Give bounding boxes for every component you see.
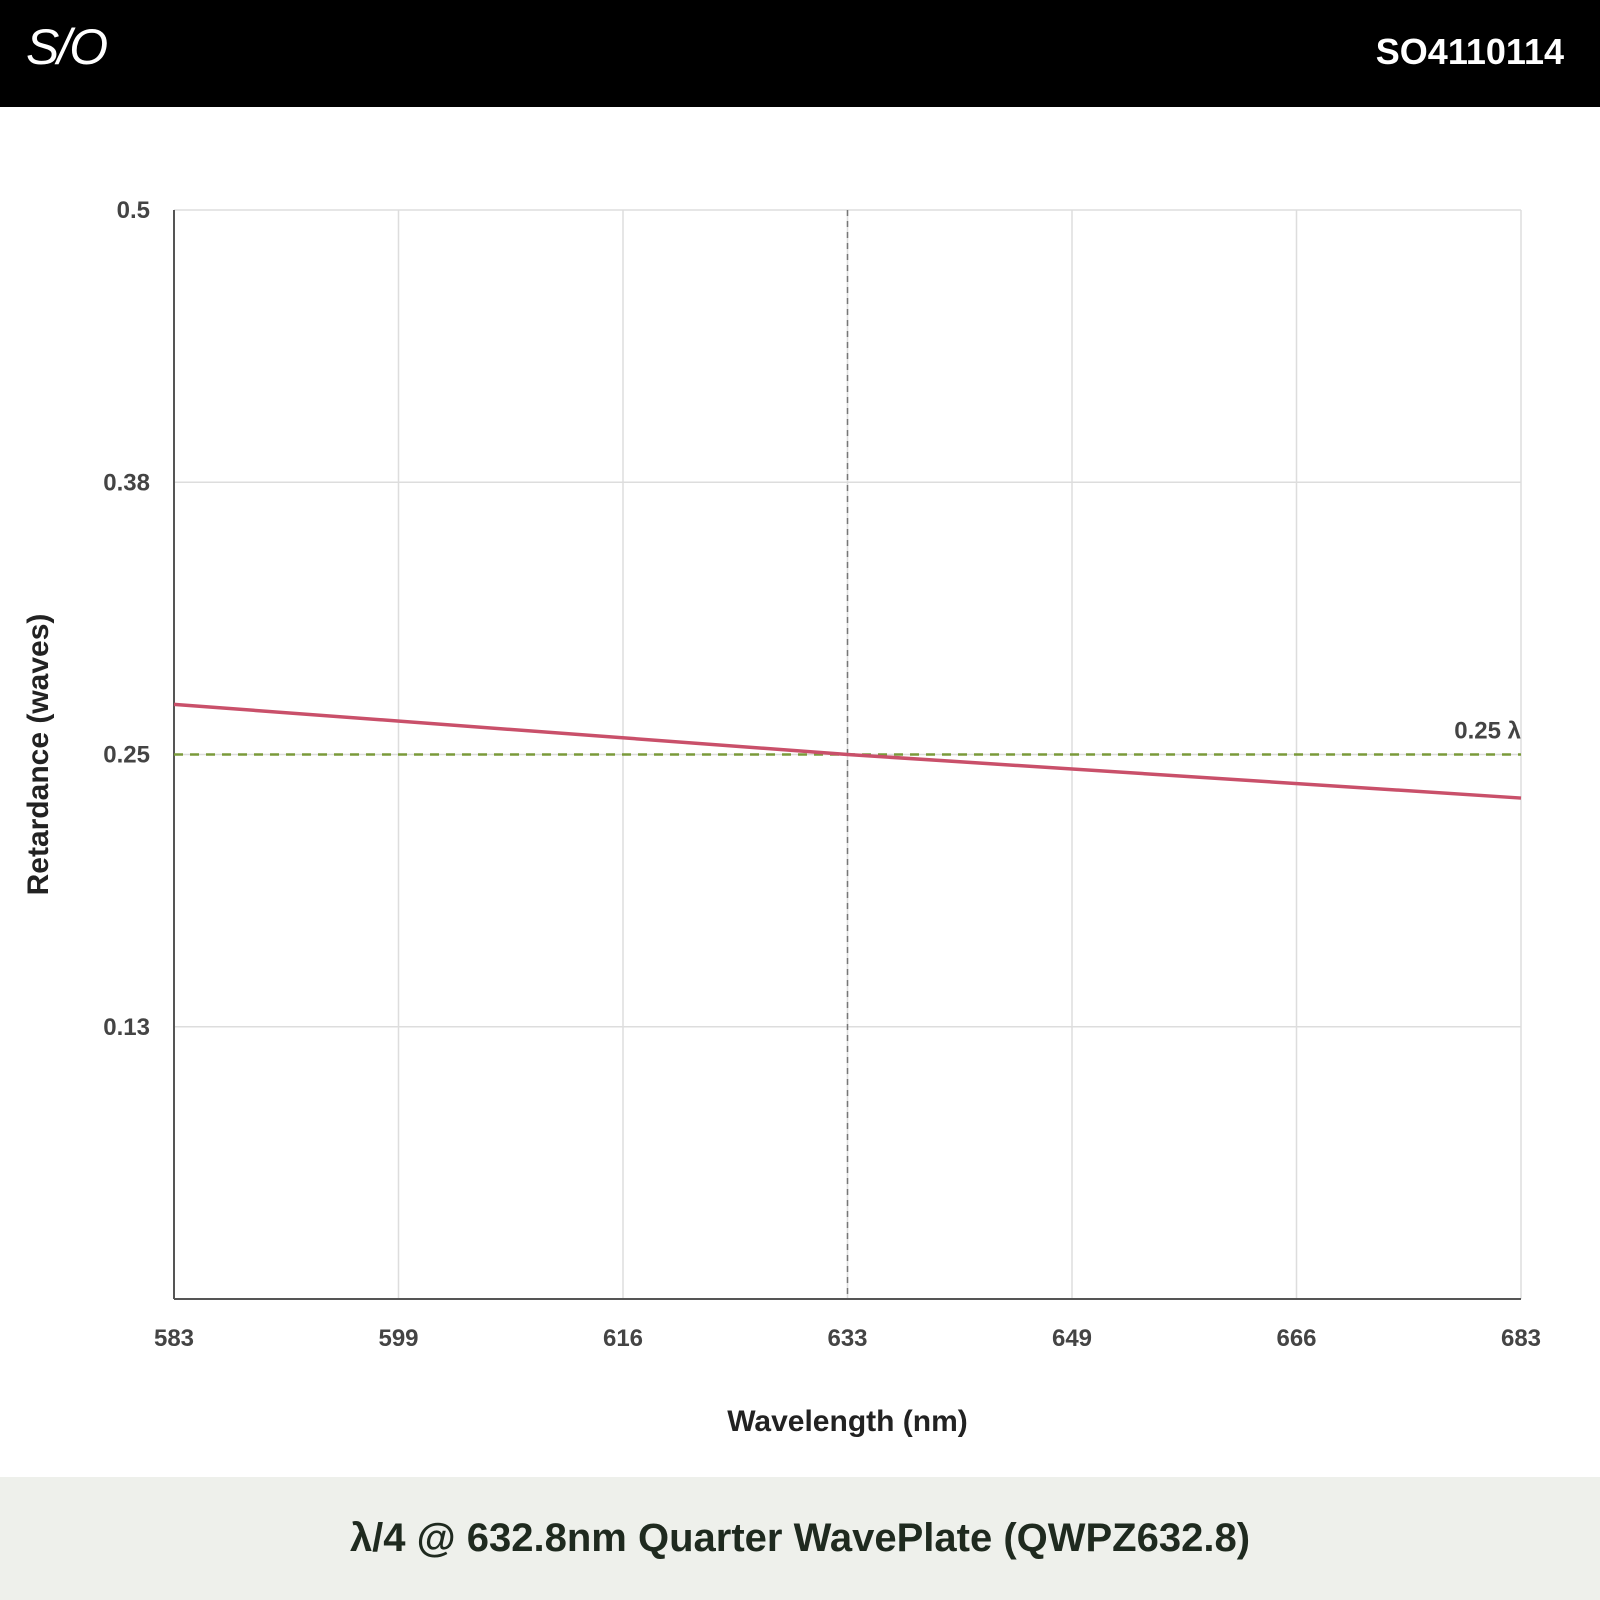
reference-line-label: 0.25 λ bbox=[1454, 718, 1521, 745]
x-axis-label: Wavelength (nm) bbox=[727, 1405, 968, 1438]
y-tick-label: 0.5 bbox=[117, 197, 150, 224]
x-tick-label: 583 bbox=[154, 1325, 194, 1352]
part-number: SO4110114 bbox=[1375, 31, 1564, 72]
retardance-series-line bbox=[173, 702, 1522, 800]
y-axis-label: Retardance (waves) bbox=[22, 614, 55, 896]
x-tick-label: 683 bbox=[1501, 1325, 1541, 1352]
header-bar: S/O SO4110114 bbox=[0, 0, 1600, 107]
product-title: λ/4 @ 632.8nm Quarter WavePlate (QWPZ632… bbox=[349, 1516, 1251, 1560]
footer-bar: λ/4 @ 632.8nm Quarter WavePlate (QWPZ632… bbox=[0, 1477, 1600, 1600]
y-tick-label: 0.13 bbox=[103, 1014, 150, 1041]
x-tick-label: 666 bbox=[1276, 1325, 1316, 1352]
x-tick-label: 649 bbox=[1052, 1325, 1092, 1352]
x-tick-label: 633 bbox=[827, 1325, 867, 1352]
y-tick-label: 0.38 bbox=[103, 469, 150, 496]
x-tick-label: 616 bbox=[603, 1325, 643, 1352]
y-tick-label: 0.25 bbox=[103, 742, 150, 769]
x-tick-label: 599 bbox=[378, 1325, 418, 1352]
retardance-chart: 583 599 616 633 649 666 683 0.13 0.25 0.38 0.5 0.25… bbox=[22, 197, 1541, 1438]
brand-logo: S/O bbox=[26, 19, 108, 75]
